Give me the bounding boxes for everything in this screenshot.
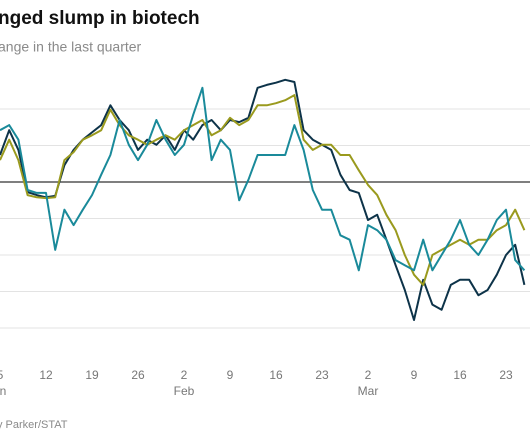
- x-tick-label: 2: [181, 368, 188, 382]
- series-line: [0, 78, 526, 321]
- chart-title: nged slump in biotech: [0, 8, 200, 29]
- x-tick-label: 5: [0, 368, 4, 382]
- x-tick-label: 23: [499, 368, 513, 382]
- x-tick-label: 9: [227, 368, 234, 382]
- x-tick-label: 16: [453, 368, 467, 382]
- x-tick-label: 23: [315, 368, 329, 382]
- x-group-label: Feb: [174, 384, 195, 398]
- series-line: [0, 94, 526, 286]
- x-tick-label: 16: [269, 368, 283, 382]
- x-tick-label: 12: [39, 368, 53, 382]
- x-tick-label: 26: [131, 368, 145, 382]
- x-group-label: n: [0, 384, 6, 398]
- chart-subtitle: ange in the last quarter: [0, 39, 142, 55]
- source: y Parker/STAT: [0, 419, 68, 431]
- x-tick-label: 2: [365, 368, 372, 382]
- x-tick-label: 9: [411, 368, 418, 382]
- x-tick-label: 19: [85, 368, 99, 382]
- series-line: [0, 86, 526, 272]
- x-group-label: Mar: [358, 384, 379, 398]
